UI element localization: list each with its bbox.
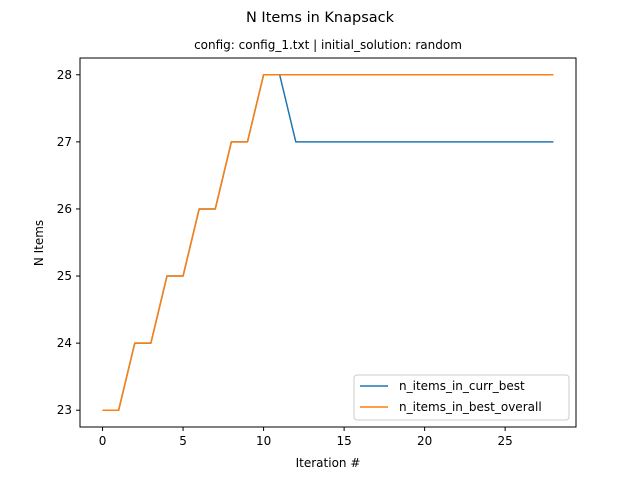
- y-tick-label: 24: [57, 336, 72, 350]
- x-axis-label: Iteration #: [296, 456, 361, 470]
- x-tick-label: 5: [179, 434, 187, 448]
- y-tick-label: 27: [57, 135, 72, 149]
- y-tick-label: 26: [57, 202, 72, 216]
- x-tick-label: 0: [99, 434, 107, 448]
- x-tick-label: 20: [417, 434, 432, 448]
- x-tick-label: 15: [336, 434, 351, 448]
- y-tick-label: 25: [57, 269, 72, 283]
- legend: n_items_in_curr_best n_items_in_best_ove…: [353, 374, 570, 421]
- chart-title: N Items in Knapsack: [246, 10, 395, 26]
- y-axis-ticks: 23 24 25 26 27 28: [57, 68, 80, 417]
- plot-lines: [102, 74, 554, 411]
- x-tick-label: 25: [498, 434, 513, 448]
- legend-box: [353, 374, 570, 421]
- chart-subtitle: config: config_1.txt | initial_solution:…: [194, 38, 462, 52]
- y-tick-label: 23: [57, 403, 72, 417]
- x-axis-ticks: 0 5 10 15 20 25: [99, 427, 513, 448]
- legend-label-curr-best: n_items_in_curr_best: [399, 379, 525, 393]
- plot-frame: [79, 57, 577, 428]
- x-tick-label: 10: [256, 434, 271, 448]
- legend-label-best-overall: n_items_in_best_overall: [399, 400, 542, 414]
- series-line-n-items-in-best-overall: [102, 74, 554, 411]
- y-tick-label: 28: [57, 68, 72, 82]
- y-axis-label: N Items: [32, 220, 46, 266]
